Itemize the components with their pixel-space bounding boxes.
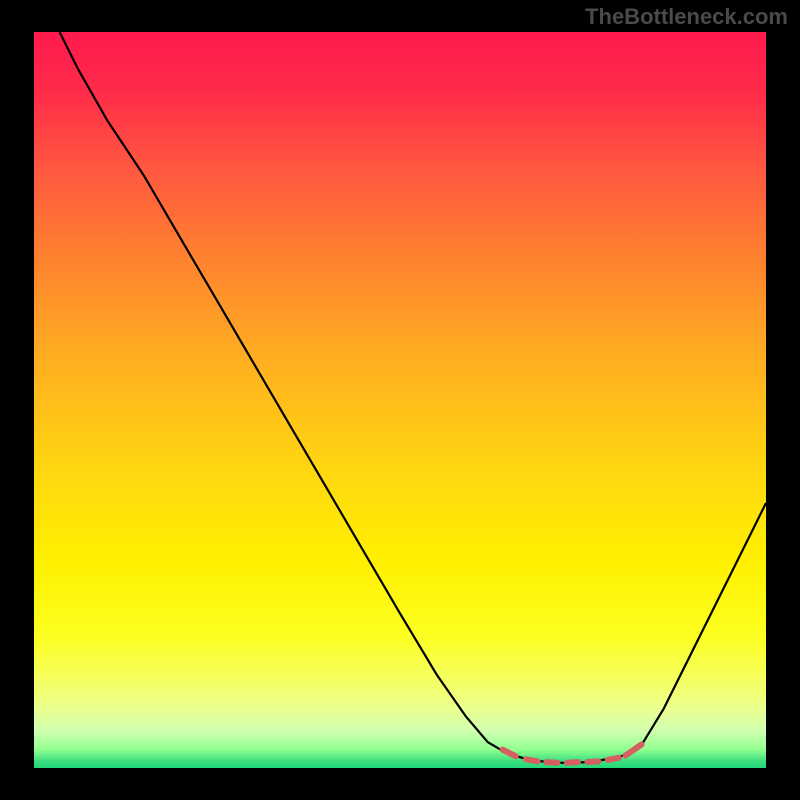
curve-layer — [34, 32, 766, 768]
bottleneck-curve — [60, 32, 766, 763]
valley-markers — [503, 744, 642, 762]
chart-container — [34, 32, 766, 768]
watermark-text: TheBottleneck.com — [585, 4, 788, 30]
